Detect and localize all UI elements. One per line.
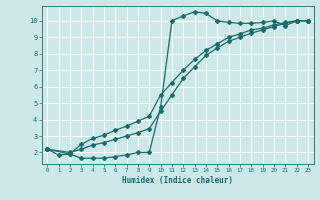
X-axis label: Humidex (Indice chaleur): Humidex (Indice chaleur): [122, 176, 233, 185]
